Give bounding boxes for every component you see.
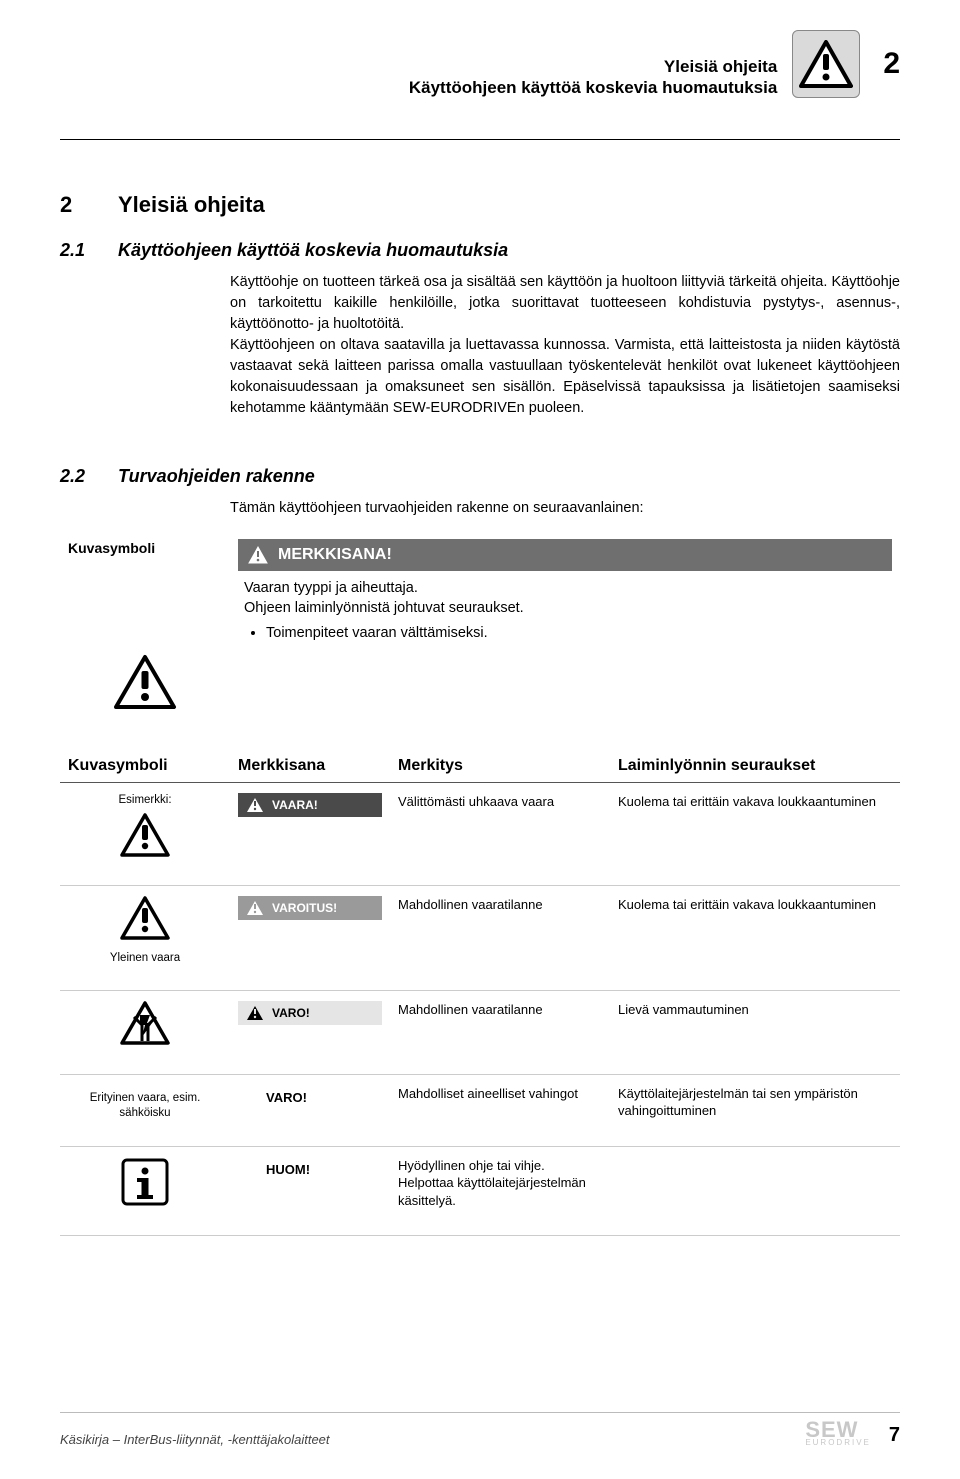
signal-word-pill: VAROITUS! bbox=[238, 896, 382, 920]
hazard-word-cell: VAARA! bbox=[230, 783, 390, 886]
hazard-symbol-cell: Erityinen vaara, esim. sähköisku bbox=[60, 1074, 230, 1146]
signal-word: HUOM! bbox=[238, 1157, 382, 1183]
desc-bullet: Toimenpiteet vaaran välttämiseksi. bbox=[266, 624, 892, 644]
section-title: Yleisiä ohjeita bbox=[118, 190, 265, 220]
warning-triangle-icon bbox=[248, 546, 268, 564]
signal-word-pill: VARO! bbox=[238, 1001, 382, 1025]
section-number: 2 bbox=[60, 190, 98, 220]
signal-description: Vaaran tyyppi ja aiheuttaja. Ohjeen laim… bbox=[238, 571, 892, 644]
signal-word: VARO! bbox=[238, 1085, 382, 1111]
desc-line1: Vaaran tyyppi ja aiheuttaja. bbox=[244, 579, 892, 599]
subsection-number: 2.2 bbox=[60, 464, 98, 488]
col-header-meaning: Merkitys bbox=[390, 749, 610, 783]
section-2-2-heading: 2.2 Turvaohjeiden rakenne bbox=[60, 464, 900, 488]
section-2-1-body: Käyttöohje on tuotteen tärkeä osa ja sis… bbox=[230, 272, 900, 419]
hazard-word-cell: VAROITUS! bbox=[230, 886, 390, 991]
hazard-word-cell: HUOM! bbox=[230, 1146, 390, 1236]
symbol-caption: Yleinen vaara bbox=[68, 951, 222, 967]
signal-word: VAROITUS! bbox=[272, 900, 337, 916]
merkkisana-bar: MERKKISANA! bbox=[238, 539, 892, 571]
hazard-symbol-cell bbox=[60, 991, 230, 1075]
signal-structure-table: Kuvasymboli MERKKISANA! Vaaran tyyppi ja… bbox=[60, 533, 900, 720]
hazard-symbol-cell: Yleinen vaara bbox=[60, 886, 230, 991]
hazard-meaning-cell: Hyödyllinen ohje tai vihje. Helpottaa kä… bbox=[390, 1146, 610, 1236]
merkkisana-text: MERKKISANA! bbox=[278, 544, 392, 566]
hazard-meaning-cell: Välittömästi uhkaava vaara bbox=[390, 783, 610, 886]
footer-logo: SEW EURODRIVE bbox=[805, 1421, 871, 1449]
hazard-row: HUOM! Hyödyllinen ohje tai vihje. Helpott… bbox=[60, 1146, 900, 1236]
header-line1: Yleisiä ohjeita bbox=[409, 56, 777, 77]
page-footer: Käsikirja – InterBus-liitynnät, -kenttäj… bbox=[60, 1412, 900, 1449]
symbol-caption: Erityinen vaara, esim. sähköisku bbox=[68, 1091, 222, 1122]
col-header-symbol: Kuvasymboli bbox=[60, 749, 230, 783]
header-rule bbox=[60, 139, 900, 140]
hazard-row: VARO! Mahdollinen vaaratilanneLievä vamma… bbox=[60, 991, 900, 1075]
hazard-symbol-cell bbox=[60, 1146, 230, 1236]
intro-text: Tämän käyttöohjeen turvaohjeiden rakenne… bbox=[230, 498, 900, 519]
hazard-conseq-cell bbox=[610, 1146, 900, 1236]
signal-word-pill: VAARA! bbox=[238, 793, 382, 817]
header-titles: Yleisiä ohjeita Käyttöohjeen käyttöä kos… bbox=[409, 56, 777, 99]
hazard-conseq-cell: Kuolema tai erittäin vakava loukkaantumi… bbox=[610, 783, 900, 886]
example-label: Esimerkki: bbox=[68, 793, 222, 809]
page-header: Yleisiä ohjeita Käyttöohjeen käyttöä kos… bbox=[60, 30, 900, 104]
signal-word: VARO! bbox=[272, 1005, 310, 1021]
hazard-word-cell: VARO! bbox=[230, 991, 390, 1075]
footer-doc-title: Käsikirja – InterBus-liitynnät, -kenttäj… bbox=[60, 1431, 330, 1449]
subsection-number: 2.1 bbox=[60, 238, 98, 262]
signal-word: VAARA! bbox=[272, 797, 318, 813]
kuvasymboli-label: Kuvasymboli bbox=[60, 533, 230, 649]
hazard-conseq-cell: Kuolema tai erittäin vakava loukkaantumi… bbox=[610, 886, 900, 991]
hazard-conseq-cell: Lievä vammautuminen bbox=[610, 991, 900, 1075]
hazard-row: Yleinen vaara VAROITUS! Mahdollinen vaarat… bbox=[60, 886, 900, 991]
chapter-number: 2 bbox=[883, 44, 900, 85]
logo-subtext: EURODRIVE bbox=[805, 1438, 871, 1449]
hazard-word-cell: VARO! bbox=[230, 1074, 390, 1146]
warning-icon bbox=[792, 30, 860, 98]
hazard-row: Esimerkki: VAARA! Välittömästi uhkaava vaa… bbox=[60, 783, 900, 886]
hazard-meaning-cell: Mahdollinen vaaratilanne bbox=[390, 886, 610, 991]
subsection-title: Turvaohjeiden rakenne bbox=[118, 464, 315, 488]
hazard-table: Kuvasymboli Merkkisana Merkitys Laiminly… bbox=[60, 749, 900, 1237]
hazard-conseq-cell: Käyttölaitejärjestelmän tai sen ympärist… bbox=[610, 1074, 900, 1146]
col-header-word: Merkkisana bbox=[230, 749, 390, 783]
warning-triangle-icon bbox=[113, 654, 177, 710]
section-2-1-heading: 2.1 Käyttöohjeen käyttöä koskevia huomau… bbox=[60, 238, 900, 262]
header-line2: Käyttöohjeen käyttöä koskevia huomautuks… bbox=[409, 77, 777, 98]
hazard-meaning-cell: Mahdolliset aineelliset vahingot bbox=[390, 1074, 610, 1146]
hazard-row: Erityinen vaara, esim. sähköisku VARO! Mah… bbox=[60, 1074, 900, 1146]
hazard-meaning-cell: Mahdollinen vaaratilanne bbox=[390, 991, 610, 1075]
section-2-heading: 2 Yleisiä ohjeita bbox=[60, 190, 900, 220]
subsection-title: Käyttöohjeen käyttöä koskevia huomautuks… bbox=[118, 238, 508, 262]
section-2-2-intro: Tämän käyttöohjeen turvaohjeiden rakenne… bbox=[230, 498, 900, 519]
col-header-conseq: Laiminlyönnin seuraukset bbox=[610, 749, 900, 783]
desc-line2: Ohjeen laiminlyönnistä johtuvat seurauks… bbox=[244, 599, 892, 619]
logo-text: SEW bbox=[805, 1421, 871, 1439]
hazard-symbol-cell: Esimerkki: bbox=[60, 783, 230, 886]
page-number: 7 bbox=[889, 1422, 900, 1449]
body-paragraph: Käyttöohje on tuotteen tärkeä osa ja sis… bbox=[230, 272, 900, 419]
